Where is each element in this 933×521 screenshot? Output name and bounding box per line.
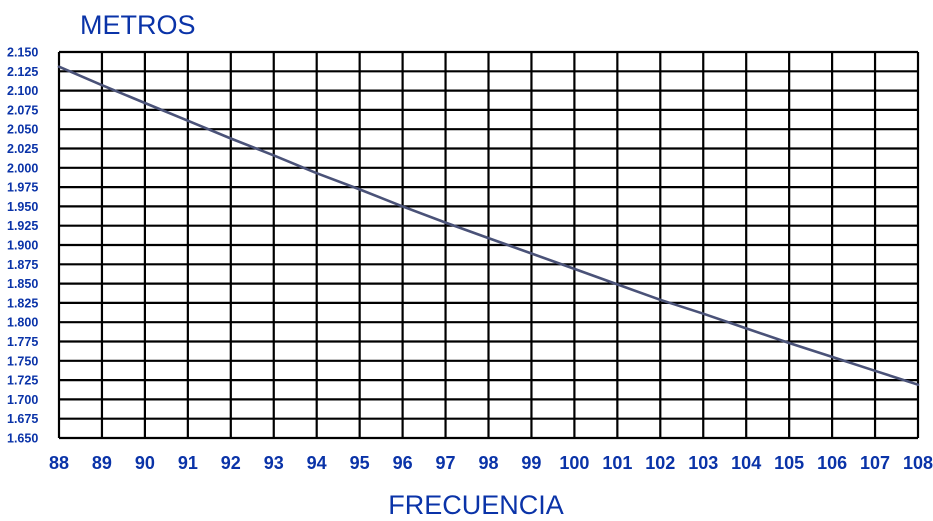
x-tick-label: 89 [92, 453, 112, 473]
x-tick-label: 106 [817, 453, 847, 473]
y-tick-label: 1.825 [7, 296, 38, 310]
x-tick-label: 104 [731, 453, 761, 473]
x-tick-label: 95 [350, 453, 370, 473]
y-tick-label: 2.050 [7, 123, 38, 137]
y-tick-labels: 2.150 2.125 2.100 2.075 2.050 2.025 2.000 1.975… [7, 46, 38, 446]
y-tick-label: 2.100 [7, 84, 38, 98]
y-tick-label: 1.775 [7, 335, 38, 349]
y-tick-label: 1.650 [7, 432, 38, 446]
x-tick-label: 94 [307, 453, 327, 473]
grid [57, 50, 920, 440]
y-tick-label: 2.075 [7, 103, 38, 117]
y-tick-label: 1.875 [7, 258, 38, 272]
x-tick-label: 90 [135, 453, 155, 473]
x-tick-label: 107 [860, 453, 890, 473]
x-tick-label: 96 [393, 453, 413, 473]
y-axis-title: METROS [80, 10, 196, 40]
y-tick-label: 1.750 [7, 354, 38, 368]
x-tick-label: 105 [774, 453, 804, 473]
y-tick-label: 1.900 [7, 239, 38, 253]
x-tick-label: 108 [903, 453, 933, 473]
x-tick-label: 91 [178, 453, 198, 473]
y-tick-label: 1.800 [7, 316, 38, 330]
x-tick-label: 101 [602, 453, 632, 473]
data-series [57, 65, 920, 387]
y-tick-label: 1.700 [7, 393, 38, 407]
x-tick-label: 103 [688, 453, 718, 473]
y-tick-label: 2.025 [7, 142, 38, 156]
x-tick-label: 102 [645, 453, 675, 473]
x-tick-label: 97 [436, 453, 456, 473]
y-tick-label: 2.125 [7, 65, 38, 79]
x-tick-label: 100 [559, 453, 589, 473]
x-tick-label: 99 [521, 453, 541, 473]
y-tick-label: 1.950 [7, 200, 38, 214]
y-tick-label: 1.975 [7, 181, 38, 195]
y-tick-label: 1.725 [7, 374, 38, 388]
x-tick-label: 88 [49, 453, 69, 473]
x-tick-label: 93 [264, 453, 284, 473]
y-tick-label: 1.850 [7, 277, 38, 291]
x-tick-label: 92 [221, 453, 241, 473]
series-line [57, 65, 920, 387]
y-tick-label: 2.000 [7, 161, 38, 175]
y-tick-label: 1.675 [7, 412, 38, 426]
x-tick-label: 98 [478, 453, 498, 473]
y-tick-label: 1.925 [7, 219, 38, 233]
x-axis-title: FRECUENCIA [388, 490, 564, 520]
y-tick-label: 2.150 [7, 46, 38, 60]
x-tick-labels: 88 89 90 91 92 93 94 95 96 97 98 99 100 101 102 103 104 1… [49, 453, 933, 473]
